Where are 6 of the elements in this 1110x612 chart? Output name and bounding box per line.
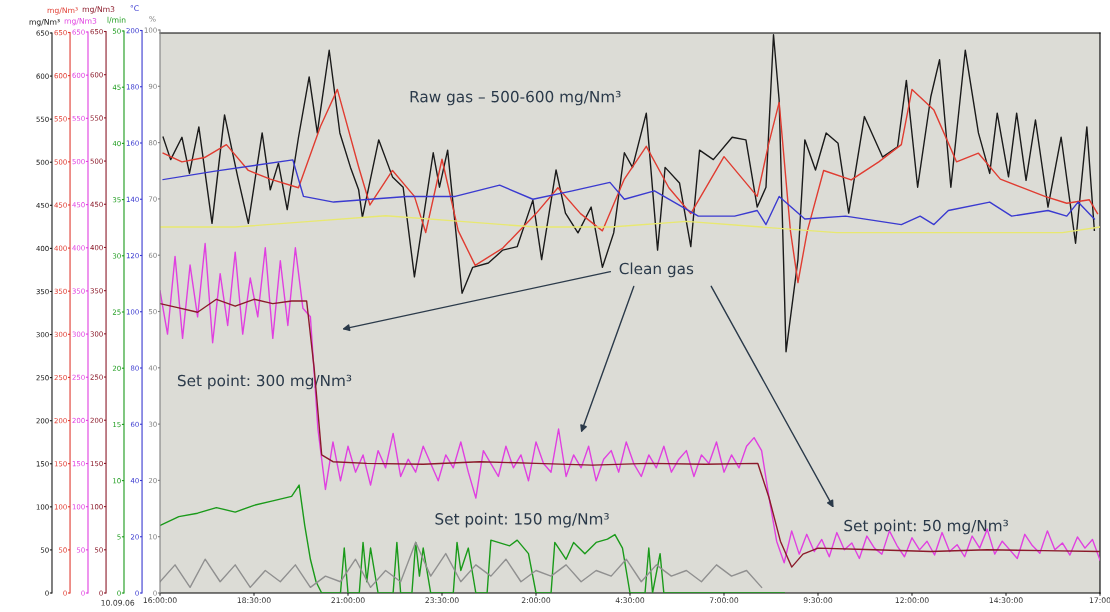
annotation: Set point: 150 mg/Nm³	[435, 512, 609, 528]
annotation: Raw gas – 500-600 mg/Nm³	[410, 90, 621, 106]
line-series	[160, 242, 1100, 564]
annotation: Set point: 50 mg/Nm³	[844, 519, 1008, 535]
line-series	[160, 541, 763, 589]
annotation: Clean gas	[619, 262, 694, 278]
